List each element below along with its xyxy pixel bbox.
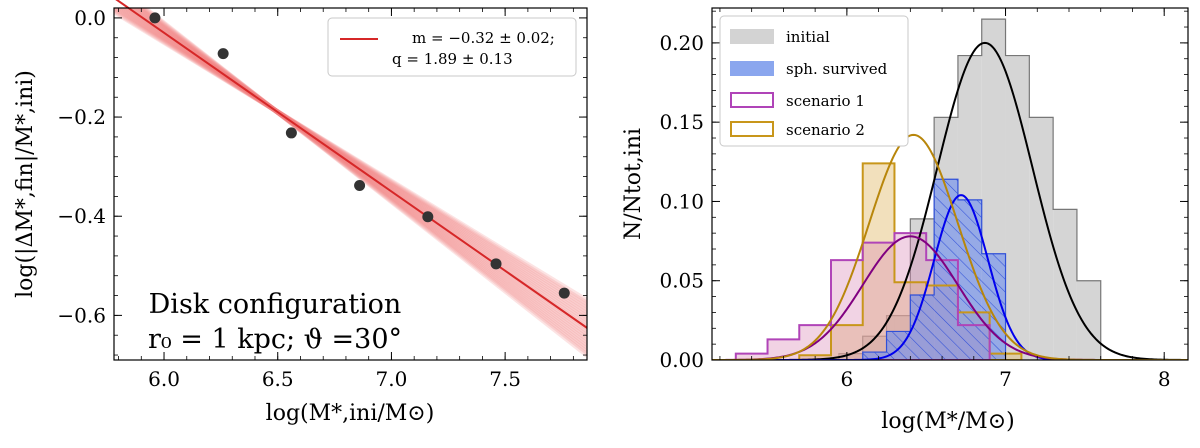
x-tick-label: 7.5 [489,367,521,391]
legend-initial: initial [786,28,830,46]
y-tick-label: 0.10 [659,189,704,213]
y-tick-label: 0.00 [659,348,704,372]
right-legend: initial sph. survived scenario 1 scenari… [719,15,909,147]
legend-box [327,17,577,77]
band-line [120,8,587,325]
sph-survived-hatch [862,352,887,360]
scenario-2-outline [798,162,1023,360]
band-line [114,8,587,311]
band-line [118,8,587,322]
legend-box [719,15,909,147]
right-axes-frame [711,7,1189,361]
initial-bar [1076,280,1101,360]
x-tick-label: 6.5 [262,367,294,391]
legend-scenario1-swatch [730,92,774,108]
legend-sph-survived: sph. survived [786,60,888,78]
data-point [354,179,366,191]
data-point [285,127,297,139]
data-point [422,211,434,223]
x-tick-label: 8 [1158,367,1171,391]
x-tick-label: 6.0 [148,367,180,391]
left-y-axis-label: log(|ΔM*,fin|/M*,ini) [13,70,38,298]
config-annotation: Disk configuration [149,289,402,320]
y-tick-label: 0.05 [659,269,704,293]
sph-survived-hatch [981,253,1006,360]
params-annotation: r₀ = 1 kpc; ϑ =30° [148,324,402,355]
sph-survived-gaussian [712,194,1188,360]
right-x-axis-label: log(M*/M⊙) [881,409,1014,434]
left-axes-frame [113,7,588,361]
right-panel: 6 7 8 0.00 0.05 0.10 0.15 0.20 initial sph. sur… [621,7,1189,434]
band-line [114,9,587,303]
legend-scenario-1: scenario 1 [786,92,865,110]
y-tick-label: 0.0 [74,6,106,30]
band-line [137,8,587,352]
legend-initial-swatch [730,29,774,44]
fit-line [115,0,588,329]
band-line [114,8,587,306]
x-tick-label: 7 [999,367,1012,391]
legend-survived-swatch [730,61,774,76]
y-tick-label: 0.15 [659,110,704,134]
right-ticks: 6 7 8 0.00 0.05 0.10 0.15 0.20 [659,8,1188,391]
initial-bar [1029,117,1054,360]
left-ticks: 6.0 6.5 7.0 7.5 0.0 −0.2 −0.4 −0.6 [57,6,587,391]
legend-scenario-2: scenario 2 [786,121,865,139]
band-line [127,8,587,336]
data-points [149,12,570,299]
sph-survived-hatch [934,179,958,360]
data-point [490,258,502,270]
x-tick-label: 6 [840,367,853,391]
band-line [116,8,587,320]
y-tick-label: 0.20 [659,31,704,55]
y-tick-label: −0.2 [57,105,106,129]
x-tick-label: 7.0 [376,367,408,391]
band-line [131,8,587,341]
band-line [140,8,587,358]
data-point [217,48,229,60]
left-legend: m = −0.32 ± 0.02; q = 1.89 ± 0.13 [327,17,577,77]
band-line [134,8,587,347]
band-line [129,8,587,339]
data-point [149,12,161,24]
left-x-axis-label: log(M*,ini/M⊙) [266,401,435,426]
left-panel: 6.0 6.5 7.0 7.5 0.0 −0.2 −0.4 −0.6 m = −0.32 ± … [13,0,588,426]
band-line [114,8,587,317]
sph-survived-hatch [910,294,935,360]
initial-bar [1005,55,1030,360]
band-line [139,8,587,355]
y-tick-label: −0.4 [57,204,106,228]
legend-scenario2-swatch [730,121,774,137]
y-tick-label: −0.6 [57,303,106,327]
band-line [136,8,587,349]
legend-fit-q: q = 1.89 ± 0.13 [392,50,513,68]
right-y-axis-label: N/Ntot,ini [621,128,646,240]
band-line [114,8,587,314]
legend-fit-m: m = −0.32 ± 0.02; [412,29,555,47]
band-line [132,8,587,344]
data-point [558,287,570,299]
band-line [114,8,587,309]
